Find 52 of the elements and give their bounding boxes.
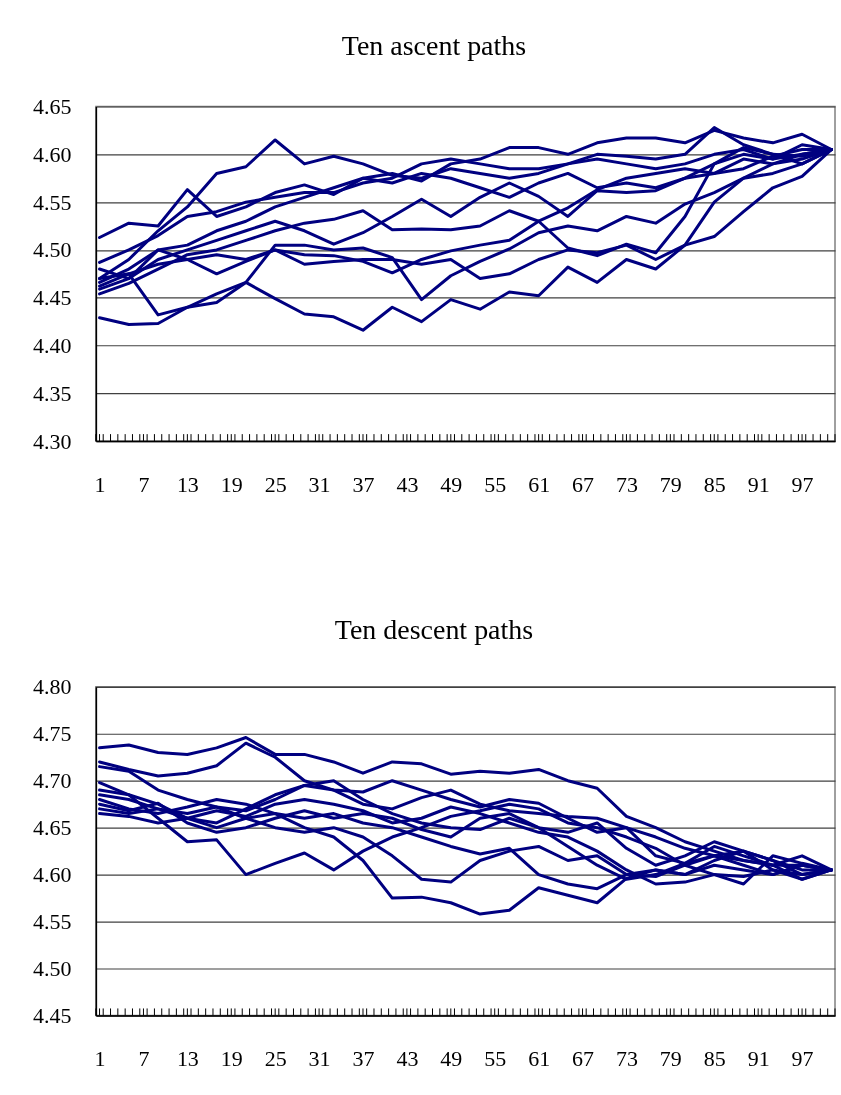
y-tick-label: 4.75 (32, 721, 72, 747)
y-tick-label: 4.65 (32, 815, 72, 841)
x-tick-label: 79 (659, 1045, 682, 1071)
x-tick-label: 13 (176, 471, 199, 497)
y-tick-label: 4.60 (32, 141, 72, 167)
x-tick-label: 79 (659, 471, 682, 497)
x-tick-label: 67 (572, 471, 595, 497)
y-tick-label: 4.50 (32, 237, 72, 263)
x-tick-label: 85 (703, 1045, 726, 1071)
x-tick-label: 61 (528, 1045, 551, 1071)
x-tick-label: 73 (615, 471, 638, 497)
chart-title: Ten descent paths (334, 613, 534, 645)
x-tick-label: 37 (352, 1045, 375, 1071)
chart-title: Ten ascent paths (341, 29, 527, 61)
x-tick-label: 31 (308, 471, 331, 497)
x-tick-label: 55 (484, 471, 507, 497)
y-tick-label: 4.40 (32, 333, 72, 359)
y-tick-label: 4.55 (32, 189, 72, 215)
y-tick-label: 4.70 (32, 768, 72, 794)
x-tick-label: 91 (747, 1045, 770, 1071)
x-tick-label: 97 (791, 471, 814, 497)
x-tick-label: 13 (176, 1045, 199, 1071)
x-tick-label: 7 (138, 471, 150, 497)
y-tick-label: 4.30 (32, 428, 72, 454)
y-tick-label: 4.60 (32, 862, 72, 888)
x-tick-label: 73 (615, 1045, 638, 1071)
x-tick-label: 1 (94, 471, 106, 497)
x-tick-label: 31 (308, 1045, 331, 1071)
x-tick-label: 19 (220, 1045, 243, 1071)
y-tick-label: 4.45 (32, 1002, 72, 1028)
x-tick-label: 97 (791, 1045, 814, 1071)
x-tick-label: 55 (484, 1045, 507, 1071)
x-tick-label: 43 (396, 471, 419, 497)
x-tick-label: 49 (440, 1045, 463, 1071)
x-tick-label: 85 (703, 471, 726, 497)
x-tick-label: 67 (572, 1045, 595, 1071)
x-tick-label: 43 (396, 1045, 419, 1071)
y-tick-label: 4.65 (32, 94, 72, 119)
x-tick-label: 7 (138, 1045, 150, 1071)
x-tick-label: 25 (264, 471, 287, 497)
x-tick-label: 61 (528, 471, 551, 497)
x-tick-label: 1 (94, 1045, 106, 1071)
x-tick-label: 37 (352, 471, 375, 497)
y-tick-label: 4.50 (32, 955, 72, 981)
y-tick-label: 4.35 (32, 380, 72, 406)
y-tick-label: 4.80 (32, 674, 72, 700)
y-tick-label: 4.45 (32, 285, 72, 311)
x-tick-label: 49 (440, 471, 463, 497)
y-tick-label: 4.55 (32, 909, 72, 935)
x-tick-label: 25 (264, 1045, 287, 1071)
x-tick-label: 19 (220, 471, 243, 497)
x-tick-label: 91 (747, 471, 770, 497)
